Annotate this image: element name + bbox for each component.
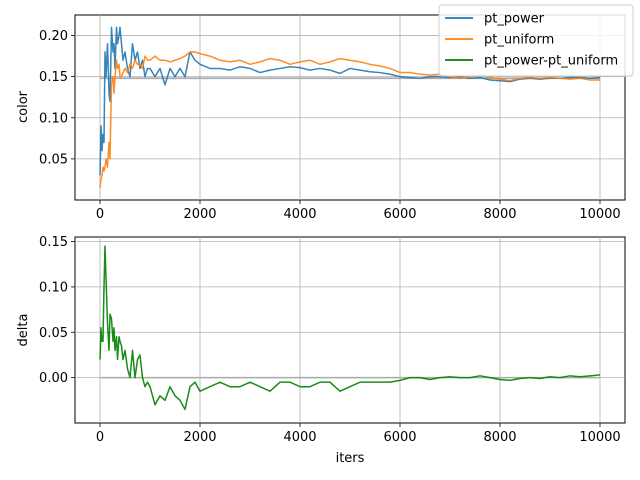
legend-label-pt_uniform: pt_uniform bbox=[484, 33, 554, 48]
x-tick-label: 6000 bbox=[383, 207, 416, 222]
figure-legend: pt_power pt_uniform pt_power-pt_uniform bbox=[438, 4, 634, 77]
bottom-series bbox=[99, 245, 601, 411]
y-tick-label: 0.20 bbox=[39, 29, 68, 44]
x-tick-label: 0 bbox=[96, 207, 104, 222]
legend-label-pt_power: pt_power bbox=[484, 12, 545, 27]
legend-box bbox=[438, 4, 634, 77]
legend-label-pt_power-pt_uniform: pt_power-pt_uniform bbox=[484, 54, 618, 69]
top-plot-frame bbox=[74, 14, 626, 201]
top-ticks: 0 2000 4000 6000 8000 10000 0.05 0.10 0.15 0.20 bbox=[39, 29, 621, 222]
top-series bbox=[99, 26, 601, 188]
x-tick-label: 0 bbox=[96, 430, 104, 445]
bottom-ticks: 0 2000 4000 6000 8000 10000 0.00 0.05 0.10 0.15 bbox=[39, 235, 621, 445]
series-line-pt_uniform bbox=[99, 51, 600, 188]
y-tick-label: 0.15 bbox=[39, 70, 68, 85]
y-tick-label: 0.05 bbox=[39, 152, 68, 167]
top-subplot: 0 2000 4000 6000 8000 10000 0.05 0.10 0.15 0.20 c… bbox=[16, 14, 626, 222]
x-tick-label: 10000 bbox=[579, 430, 620, 445]
x-tick-label: 2000 bbox=[183, 430, 216, 445]
x-tick-label: 8000 bbox=[483, 430, 516, 445]
x-tick-label: 6000 bbox=[383, 430, 416, 445]
series-line-pt_power-pt_uniform bbox=[99, 245, 601, 411]
x-tick-label: 10000 bbox=[579, 207, 620, 222]
x-tick-label: 4000 bbox=[283, 207, 316, 222]
y-tick-label: 0.15 bbox=[39, 235, 68, 250]
x-tick-label: 2000 bbox=[183, 207, 216, 222]
y-tick-label: 0.05 bbox=[39, 326, 68, 341]
bottom-x-axis-label: iters bbox=[336, 451, 365, 466]
x-tick-label: 8000 bbox=[483, 207, 516, 222]
bottom-plot-frame bbox=[74, 236, 626, 424]
top-y-axis-label: color bbox=[16, 90, 31, 123]
y-tick-label: 0.10 bbox=[39, 111, 68, 126]
bottom-subplot: 0 2000 4000 6000 8000 10000 0.00 0.05 0.10 0.15 d… bbox=[16, 235, 626, 466]
bottom-y-axis-label: delta bbox=[16, 314, 31, 347]
y-tick-label: 0.10 bbox=[39, 280, 68, 295]
x-tick-label: 4000 bbox=[283, 430, 316, 445]
y-tick-label: 0.00 bbox=[39, 371, 68, 386]
